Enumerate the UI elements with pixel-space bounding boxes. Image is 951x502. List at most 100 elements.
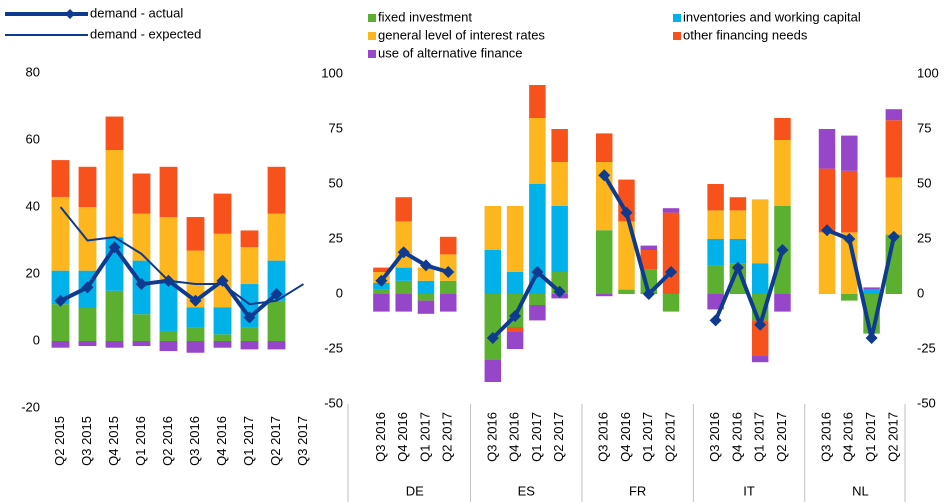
bar-segment (863, 287, 880, 290)
bar-segment (440, 280, 457, 294)
bar-segment (186, 217, 205, 251)
line-marker (709, 314, 722, 327)
x-tick-label: Q4 2016 (841, 412, 856, 462)
bar-segment (440, 236, 457, 255)
bar-segment (506, 327, 524, 332)
bar-segment (105, 150, 124, 238)
x-tick-label: Q3 2015 (79, 416, 94, 466)
line-marker (442, 266, 455, 278)
y-tick-label: 80 (26, 64, 40, 79)
bar-segment (240, 247, 259, 285)
line-marker (486, 332, 499, 344)
x-tick-label: Q2 2016 (160, 416, 175, 466)
bar-segment (640, 250, 658, 270)
bar-segment (618, 289, 635, 294)
legend-label: other financing needs (683, 27, 808, 42)
x-tick-label: Q3 2016 (484, 412, 499, 462)
legend-label: inventories and working capital (683, 9, 861, 24)
bar-segment (662, 212, 680, 294)
group-label: NL (852, 483, 869, 498)
y-tick-label: 60 (26, 131, 40, 146)
bar-segment (529, 85, 546, 118)
line-marker (665, 266, 678, 278)
y-tick-label: 75 (329, 120, 343, 135)
line-marker (620, 206, 633, 219)
line-marker (598, 169, 611, 182)
x-tick-label: Q3 2016 (818, 412, 833, 462)
group-label: IT (743, 483, 755, 498)
bar-segment (841, 170, 858, 233)
y2-tick-label: -50 (917, 395, 936, 410)
y-tick-label: 50 (329, 175, 343, 190)
bar-segment (186, 341, 205, 353)
line-marker (81, 281, 94, 294)
bar-segment (484, 294, 502, 360)
bar-segment (132, 173, 151, 214)
line-marker (776, 244, 789, 256)
legend-swatch (368, 32, 376, 40)
bar-segment (751, 355, 769, 363)
bar-segment (267, 260, 286, 301)
x-tick-label: Q4 2016 (507, 412, 522, 462)
bar-segment (774, 294, 791, 312)
bar-segment (818, 168, 836, 233)
bar-segment (395, 267, 412, 281)
bar-segment (417, 300, 435, 314)
y2-tick-label: -25 (917, 340, 936, 355)
bar-segment (186, 250, 205, 308)
x-tick-label: Q1 2017 (417, 412, 432, 462)
y-tick-label: 0 (336, 285, 343, 300)
x-tick-label: Q4 2016 (618, 412, 633, 462)
legend-swatch (673, 14, 681, 22)
bar-segment (707, 184, 724, 211)
bar-segment (373, 294, 390, 312)
bar-segment (751, 263, 769, 294)
bar-segment (186, 327, 205, 341)
line-marker (531, 266, 544, 278)
line-marker (642, 288, 655, 300)
bar-segment (529, 294, 546, 305)
group-label: DE (406, 483, 424, 498)
x-tick-label: Q2 2017 (551, 412, 566, 462)
bar-segment (774, 140, 791, 206)
bar-segment (417, 294, 435, 301)
line-series (379, 174, 896, 340)
bar-segment (417, 280, 435, 294)
bar-segment (595, 133, 613, 162)
line-marker (887, 230, 900, 243)
line-marker (843, 233, 856, 245)
line-marker (509, 310, 522, 322)
legend-label: demand - actual (90, 5, 183, 20)
bar-segment (885, 109, 903, 121)
bar-segment (506, 331, 524, 349)
bar-segment (551, 129, 568, 162)
y-tick-label: 100 (321, 65, 343, 80)
bar-segment (841, 232, 858, 294)
bar-segment (267, 300, 286, 341)
bar-segment (105, 341, 124, 348)
bar-segment (395, 280, 412, 294)
bar-segment (51, 304, 70, 341)
y2-tick-label: 75 (917, 120, 931, 135)
y2-tick-label: 0 (917, 285, 924, 300)
x-tick-label: Q2 2017 (885, 412, 900, 462)
legend-label: use of alternative finance (378, 45, 523, 60)
bar-segment (78, 307, 97, 341)
line-marker (397, 246, 410, 259)
x-tick-label: Q1 2017 (529, 412, 544, 462)
x-tick-label: Q2 2017 (662, 412, 677, 462)
legend-label: demand - expected (90, 26, 201, 41)
line-marker (865, 332, 878, 344)
bar-segment (707, 239, 724, 266)
bar-segment (373, 289, 390, 294)
bar-segment (240, 327, 259, 341)
bar-segment (213, 334, 232, 341)
bar-segment (595, 294, 613, 297)
y2-tick-label: 50 (917, 175, 931, 190)
y-tick-label: 0 (33, 332, 40, 347)
bar-segment (417, 267, 435, 281)
bar-segment (132, 341, 151, 347)
x-tick-label: Q1 2017 (863, 412, 878, 462)
bar-segment (395, 294, 412, 312)
x-tick-label: Q1 2017 (241, 416, 256, 466)
